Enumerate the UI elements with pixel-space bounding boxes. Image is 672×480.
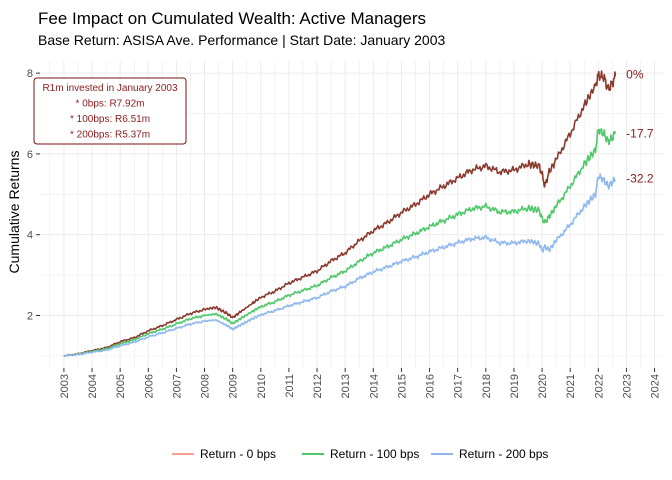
- y-tick-label: 6: [27, 149, 33, 161]
- series-line-0: [63, 70, 616, 358]
- x-tick-label: 2014: [368, 374, 380, 398]
- annotation-line: * 100bps: R6.51m: [70, 114, 150, 125]
- chart-subtitle: Base Return: ASISA Ave. Performance | St…: [38, 32, 445, 48]
- x-tick-label: 2013: [340, 374, 352, 398]
- annotation-line: * 200bps: R5.37m: [70, 130, 150, 141]
- plot-area: 2003 2004 2005 2006 2007 2008 2009 2010 2011 2012…: [27, 61, 663, 398]
- annotation-line: * 0bps: R7.92m: [76, 99, 145, 110]
- annotation-box: R1m invested in January 2003 * 0bps: R7.9…: [33, 77, 187, 145]
- x-tick-label: 2012: [312, 374, 324, 398]
- x-tick-label: 2023: [621, 374, 633, 398]
- end-label-0: 0%: [626, 67, 644, 81]
- x-tick-label: 2022: [593, 374, 605, 398]
- x-tick-label: 2021: [565, 374, 577, 398]
- series-line-1: [63, 128, 616, 357]
- x-tick-label: 2020: [537, 374, 549, 398]
- y-tick-label: 8: [27, 68, 33, 80]
- x-tick-label: 2004: [87, 374, 99, 398]
- end-label-1: -17.7: [626, 126, 654, 140]
- x-tick-label: 2008: [200, 374, 212, 398]
- end-labels: 0% -17.7 -32.2: [626, 67, 654, 185]
- y-tick-label: 4: [27, 230, 33, 242]
- x-tick-label: 2016: [425, 374, 437, 398]
- y-tick-label: 2: [27, 310, 33, 322]
- annotation-line: R1m invested in January 2003: [42, 83, 178, 94]
- chart-title: Fee Impact on Cumulated Wealth: Active M…: [38, 9, 426, 28]
- legend-label-2: Return - 200 bps: [459, 447, 548, 461]
- x-tick-label: 2005: [115, 374, 127, 398]
- x-tick-label: 2006: [143, 374, 155, 398]
- y-axis-label: Cumulative Returns: [6, 151, 22, 274]
- legend-label-1: Return - 100 bps: [330, 447, 419, 461]
- x-tick-label: 2019: [509, 374, 521, 398]
- x-tick-label: 2003: [59, 374, 71, 398]
- series-lines: [63, 70, 616, 358]
- series-line-2: [63, 173, 616, 357]
- x-tick-label: 2024: [650, 374, 662, 398]
- legend-label-0: Return - 0 bps: [200, 447, 276, 461]
- x-tick-label: 2007: [171, 374, 183, 398]
- x-tick-label: 2011: [284, 374, 296, 398]
- annotation-border: [33, 77, 187, 145]
- legend: Return - 0 bps Return - 100 bps Return - 2…: [172, 447, 548, 461]
- end-label-2: -32.2: [626, 171, 654, 185]
- x-tick-label: 2015: [396, 374, 408, 398]
- x-axis: 2003 2004 2005 2006 2007 2008 2009 2010 2011 2012…: [59, 368, 662, 398]
- x-tick-label: 2009: [228, 374, 240, 398]
- x-tick-label: 2018: [481, 374, 493, 398]
- x-tick-label: 2017: [453, 374, 465, 398]
- x-tick-label: 2010: [256, 374, 268, 398]
- y-axis: 2 4 6 8: [27, 68, 40, 322]
